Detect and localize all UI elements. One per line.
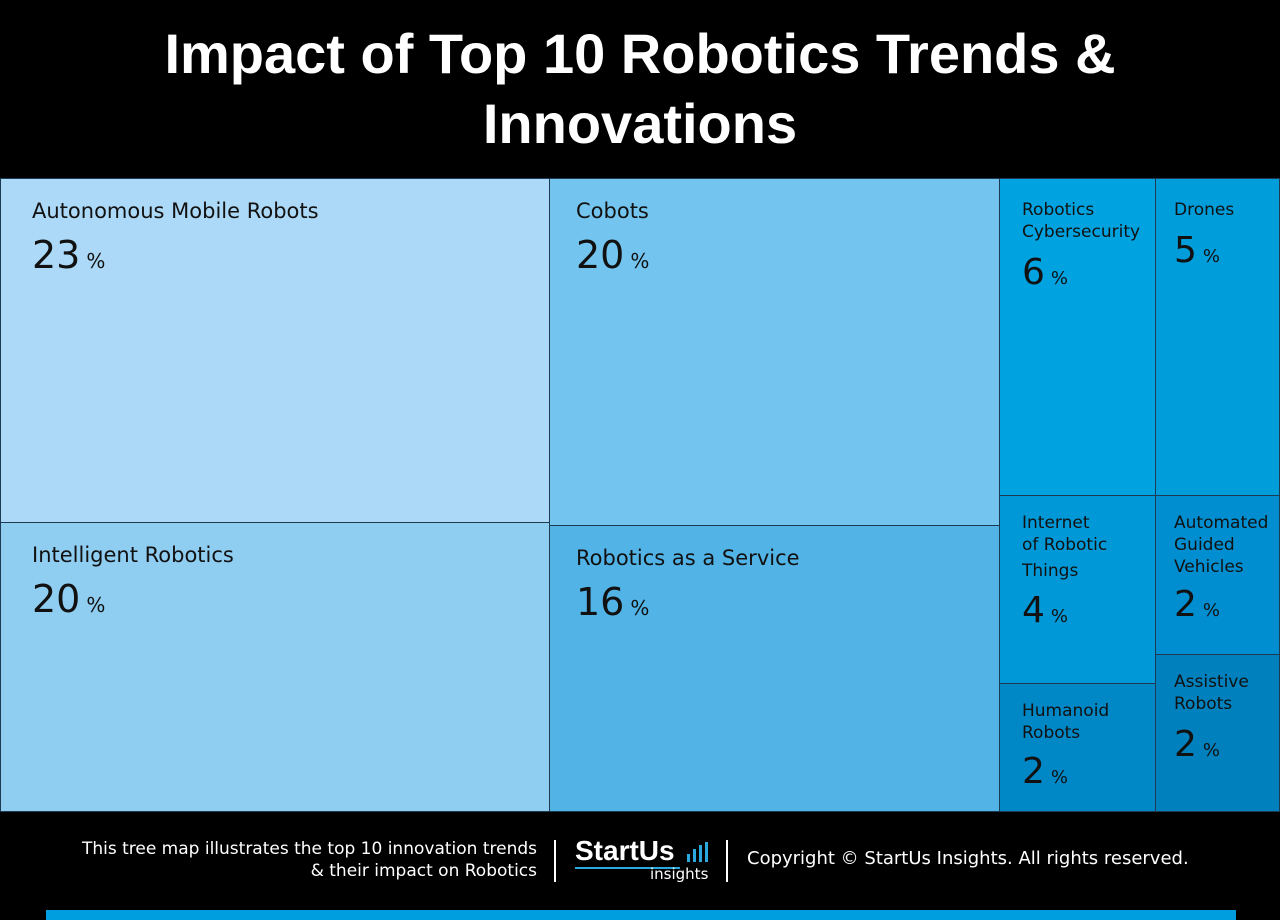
tile-label: Intelligent Robotics [32,543,234,567]
tile-value: 23% [32,233,106,277]
tile-drones[interactable]: Drones 5% [1155,178,1280,496]
tile-internet-of-robotic-things[interactable]: Internet of Robotic Things 4% [999,495,1156,684]
footer: This tree map illustrates the top 10 inn… [0,812,1280,910]
tile-intelligent-robotics[interactable]: Intelligent Robotics 20% [0,522,550,812]
tile-assistive-robots[interactable]: Assistive Robots 2% [1155,654,1280,812]
tile-autonomous-mobile-robots[interactable]: Autonomous Mobile Robots 23% [0,178,550,523]
footer-divider [554,840,556,882]
copyright-text: Copyright © StartUs Insights. All rights… [747,848,1189,869]
tile-automated-guided-vehicles[interactable]: Automated Guided Vehicles 2% [1155,495,1280,655]
accent-bar [46,910,1236,920]
logo-underline [575,867,680,869]
tile-value: 16% [576,580,650,624]
tile-value: 6% [1022,252,1069,293]
tile-robotics-cybersecurity[interactable]: Robotics Cybersecurity 6% [999,178,1156,496]
tile-label: Robotics Cybersecurity [1022,200,1141,242]
tile-cobots[interactable]: Cobots 20% [549,178,1000,526]
tile-value: 2% [1174,584,1221,625]
bar-chart-icon [687,842,709,862]
tile-label: Autonomous Mobile Robots [32,199,319,223]
tile-value: 20% [32,577,106,621]
tile-label: Automated Guided Vehicles [1174,513,1269,577]
tile-value: 2% [1174,724,1221,765]
footer-description: This tree map illustrates the top 10 inn… [81,839,537,881]
treemap: Autonomous Mobile Robots 23% Intelligent… [0,178,1280,812]
footer-divider [726,840,728,882]
tile-label: Assistive Robots [1174,672,1249,714]
startus-insights-logo: StartUs insights [575,835,715,883]
tile-robotics-as-a-service[interactable]: Robotics as a Service 16% [549,525,1000,812]
logo-subtitle: insights [650,865,709,883]
tile-value: 2% [1022,751,1069,792]
tile-label: Internet of Robotic Things [1022,513,1108,581]
chart-title: Impact of Top 10 Robotics Trends & Innov… [164,22,1116,155]
header: Impact of Top 10 Robotics Trends & Innov… [0,0,1280,178]
tile-value: 4% [1022,590,1069,631]
tile-humanoid-robots[interactable]: Humanoid Robots 2% [999,683,1156,812]
tile-label: Humanoid Robots [1022,701,1110,743]
tile-label: Robotics as a Service [576,546,800,570]
tile-value: 20% [576,233,650,277]
tile-label: Cobots [576,199,649,223]
tile-value: 5% [1174,230,1221,271]
tile-label: Drones [1174,200,1235,220]
logo-wordmark: StartUs [575,835,675,866]
